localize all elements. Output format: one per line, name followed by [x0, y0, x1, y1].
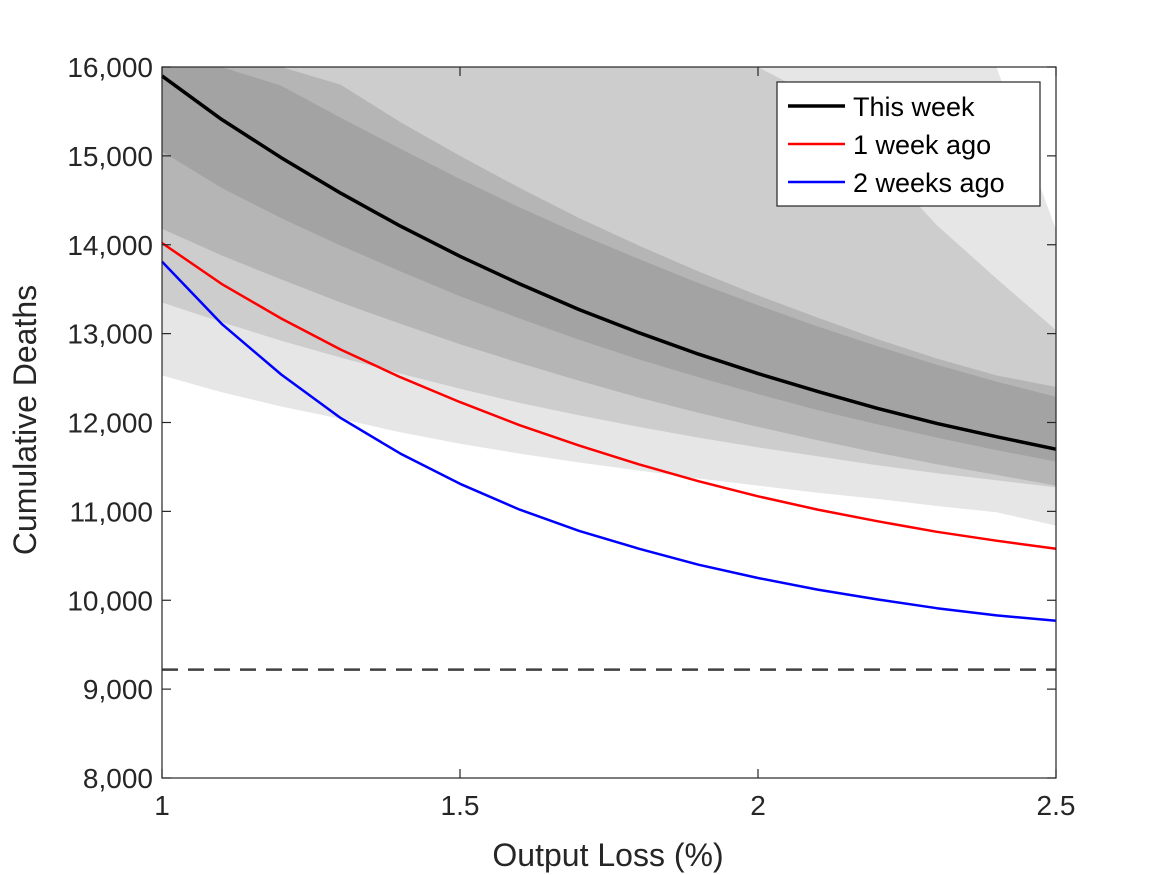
series-line-this-week — [160, 74, 1057, 451]
y-axis-ticks: 8,000 9,000 10,000 11,000 12,000 13,000 14,000… — [67, 52, 1056, 794]
y-tick-label: 9,000 — [83, 674, 153, 705]
y-tick-label: 12,000 — [67, 408, 153, 439]
x-tick-label: 1.5 — [441, 790, 480, 821]
series-line-2-weeks-ago — [161, 260, 1057, 622]
series-lines — [160, 74, 1057, 622]
y-tick-label: 8,000 — [83, 763, 153, 794]
confidence-band-4 — [162, 67, 1056, 462]
x-tick-label: 2 — [750, 790, 766, 821]
x-tick-label: 1 — [154, 790, 170, 821]
y-tick-label: 11,000 — [69, 496, 153, 527]
y-tick-label: 14,000 — [67, 230, 153, 261]
x-axis-label: Output Loss (%) — [492, 837, 723, 873]
y-tick-label: 15,000 — [67, 141, 153, 172]
legend-label: 1 week ago — [853, 130, 991, 160]
legend-label: 2 weeks ago — [853, 168, 1005, 198]
series-line-1-week-ago — [161, 241, 1057, 550]
legend-label: This week — [853, 92, 975, 122]
x-tick-label: 2.5 — [1037, 790, 1076, 821]
y-axis-label: Cumulative Deaths — [7, 285, 43, 555]
y-tick-label: 10,000 — [67, 585, 153, 616]
legend: This week 1 week ago 2 weeks ago — [776, 81, 1041, 207]
y-tick-label: 16,000 — [67, 52, 153, 83]
x-axis-ticks: 1 1.5 2 2.5 — [154, 67, 1075, 821]
y-tick-label: 13,000 — [67, 319, 153, 350]
